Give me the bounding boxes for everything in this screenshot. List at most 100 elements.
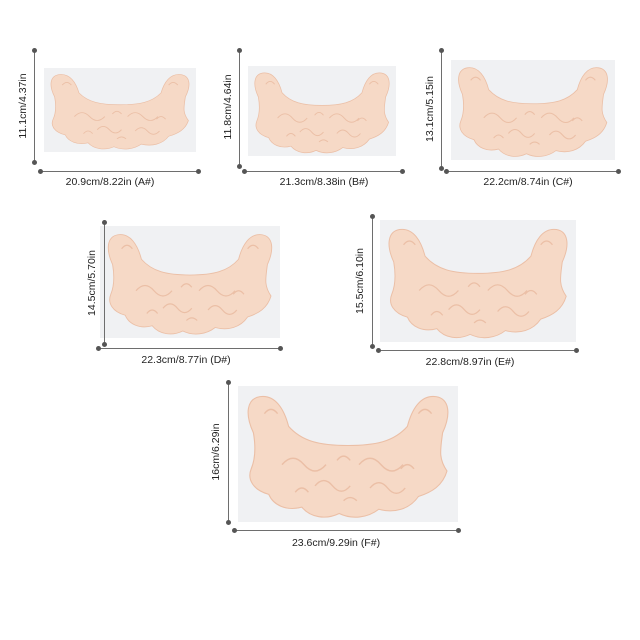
lace-pattern xyxy=(585,76,596,81)
lace-pattern xyxy=(336,129,361,138)
lace-pattern xyxy=(247,244,259,250)
lace-pattern xyxy=(403,240,416,246)
lace-pattern xyxy=(357,117,367,122)
rule-end-dot xyxy=(102,342,107,347)
lace-pattern xyxy=(146,309,159,314)
lace-pad xyxy=(50,74,190,150)
rule-end-dot xyxy=(226,380,231,385)
lace-pattern xyxy=(116,136,127,140)
lace-pattern xyxy=(529,141,540,145)
height-label-d: 14.5cm/5.70in xyxy=(86,250,98,316)
lace-pattern xyxy=(548,130,577,140)
rule-end-dot xyxy=(226,520,231,525)
lace-pattern xyxy=(83,130,94,134)
lace-pattern xyxy=(473,319,487,324)
rule-end-dot xyxy=(616,169,621,174)
height-rule-e xyxy=(372,216,373,346)
rule-end-dot xyxy=(278,346,283,351)
lace-pattern xyxy=(74,112,106,121)
pad-photo-d xyxy=(100,226,280,338)
pad-photo-a xyxy=(44,68,196,152)
lace-pattern xyxy=(540,240,553,246)
width-label-d: 22.3cm/8.77in (D#) xyxy=(141,354,231,366)
rule-end-dot xyxy=(439,166,444,171)
lace-pattern xyxy=(286,133,296,137)
rule-end-dot xyxy=(370,344,375,349)
height-rule-a xyxy=(34,50,35,162)
pad-silhouette xyxy=(107,234,273,335)
lace-pad xyxy=(247,396,449,518)
rule-end-dot xyxy=(439,48,444,53)
width-label-e: 22.8cm/8.97in (E#) xyxy=(425,356,515,368)
lace-pattern xyxy=(162,303,193,314)
lace-pad xyxy=(107,234,273,335)
height-rule-d xyxy=(104,222,105,344)
lace-pattern xyxy=(400,463,415,470)
rule-end-dot xyxy=(232,528,237,533)
pad-silhouette xyxy=(388,229,568,339)
lace-pattern xyxy=(127,112,159,121)
pad-silhouette xyxy=(50,74,190,150)
lace-pattern xyxy=(134,127,160,135)
width-label-a: 20.9cm/8.22in (A#) xyxy=(65,176,155,188)
lace-pattern xyxy=(232,290,245,295)
lace-pattern xyxy=(430,310,444,316)
rule-end-dot xyxy=(38,169,43,174)
rule-end-dot xyxy=(32,48,37,53)
lace-pad xyxy=(388,229,568,339)
lace-pattern xyxy=(277,113,308,123)
lace-pattern xyxy=(314,479,351,492)
lace-pattern xyxy=(185,317,198,321)
width-rule-d xyxy=(98,348,280,349)
rule-end-dot xyxy=(242,169,247,174)
height-rule-b xyxy=(239,50,240,166)
width-label-f: 23.6cm/9.29in (F#) xyxy=(291,537,381,549)
lace-pattern xyxy=(314,111,324,116)
height-rule-f xyxy=(228,382,229,522)
lace-pattern xyxy=(318,139,329,143)
width-label-c: 22.2cm/8.74in (C#) xyxy=(483,176,573,188)
lace-pattern xyxy=(368,81,379,85)
lace-pattern xyxy=(343,496,358,502)
height-rule-c xyxy=(441,50,442,168)
lace-pattern xyxy=(168,82,179,86)
lace-pattern xyxy=(336,455,351,461)
lace-pattern xyxy=(121,244,133,250)
lace-pattern xyxy=(417,408,433,415)
lace-pattern xyxy=(198,284,236,297)
pad-photo-f xyxy=(238,386,458,522)
rule-end-dot xyxy=(456,528,461,533)
pad-photo-e xyxy=(380,220,576,342)
rule-end-dot xyxy=(237,164,242,169)
width-label-b: 21.3cm/8.38in (B#) xyxy=(279,176,369,188)
lace-pattern xyxy=(487,284,528,297)
lace-pattern xyxy=(483,112,518,124)
rule-end-dot xyxy=(102,220,107,225)
lace-pattern xyxy=(524,289,538,295)
pad-silhouette xyxy=(458,67,608,157)
rule-end-dot xyxy=(237,48,242,53)
lace-pattern xyxy=(281,457,327,472)
lace-pattern xyxy=(448,304,481,315)
rule-end-dot xyxy=(32,160,37,165)
lace-pattern xyxy=(156,116,166,120)
pad-photo-c xyxy=(451,60,615,160)
lace-pattern xyxy=(493,134,504,139)
rule-end-dot xyxy=(96,346,101,351)
rule-end-dot xyxy=(444,169,449,174)
lace-pattern xyxy=(265,81,276,85)
lace-pad xyxy=(254,72,390,154)
pad-silhouette xyxy=(247,396,449,518)
lace-pattern xyxy=(540,112,575,124)
rule-end-dot xyxy=(400,169,405,174)
lace-pattern xyxy=(135,284,173,297)
rule-end-dot xyxy=(196,169,201,174)
height-label-c: 13.1cm/5.15in xyxy=(424,76,436,142)
lace-pattern xyxy=(61,82,72,86)
pad-photo-b xyxy=(248,66,396,156)
height-label-a: 11.1cm/4.37in xyxy=(17,73,29,139)
lace-pattern xyxy=(369,482,406,494)
width-rule-b xyxy=(244,171,402,172)
rule-end-dot xyxy=(574,348,579,353)
width-rule-a xyxy=(40,171,198,172)
